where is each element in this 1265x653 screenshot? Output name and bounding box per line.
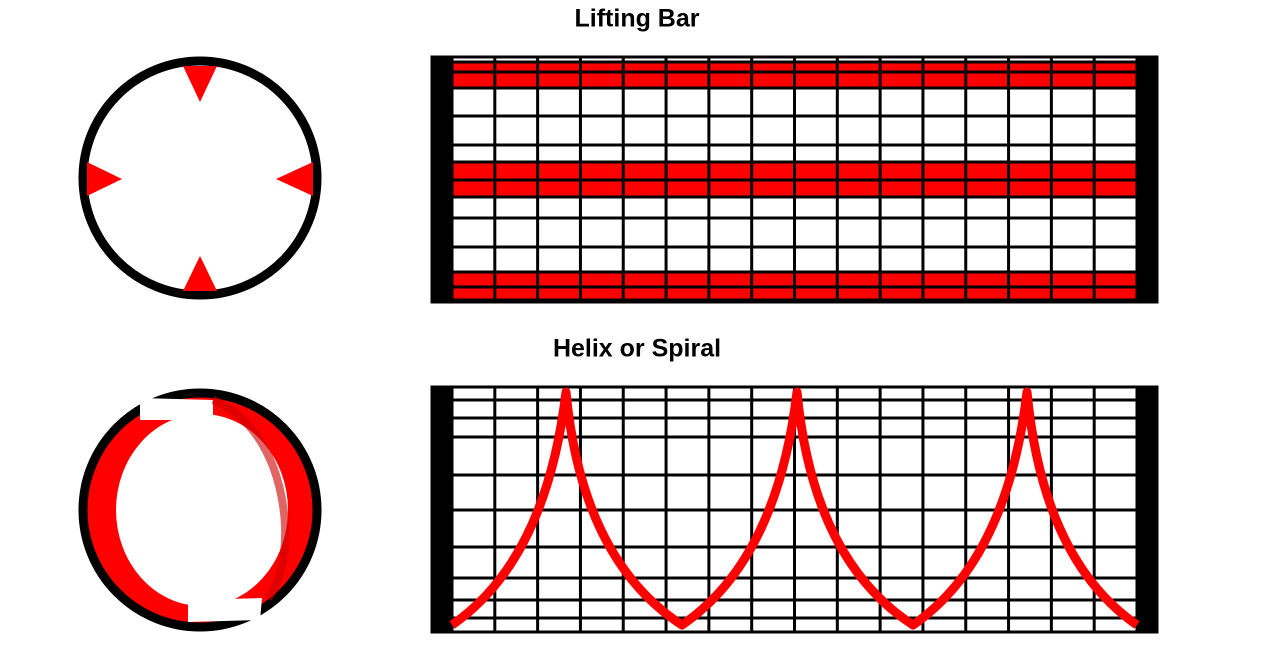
side-bar [1137, 57, 1157, 302]
side-bar [432, 57, 452, 302]
side-bar [432, 387, 452, 632]
helix-curve [449, 387, 1140, 630]
section-title: Helix or Spiral [553, 335, 721, 363]
frame [430, 55, 1159, 304]
frame [430, 385, 1159, 634]
section-title: Lifting Bar [575, 5, 700, 33]
helix-layout [430, 385, 1159, 634]
lifting-bar-cross-section [78, 56, 322, 300]
side-bar [1137, 387, 1157, 632]
helix-cross-section [78, 388, 322, 632]
lifting-bar-layout [430, 55, 1159, 304]
